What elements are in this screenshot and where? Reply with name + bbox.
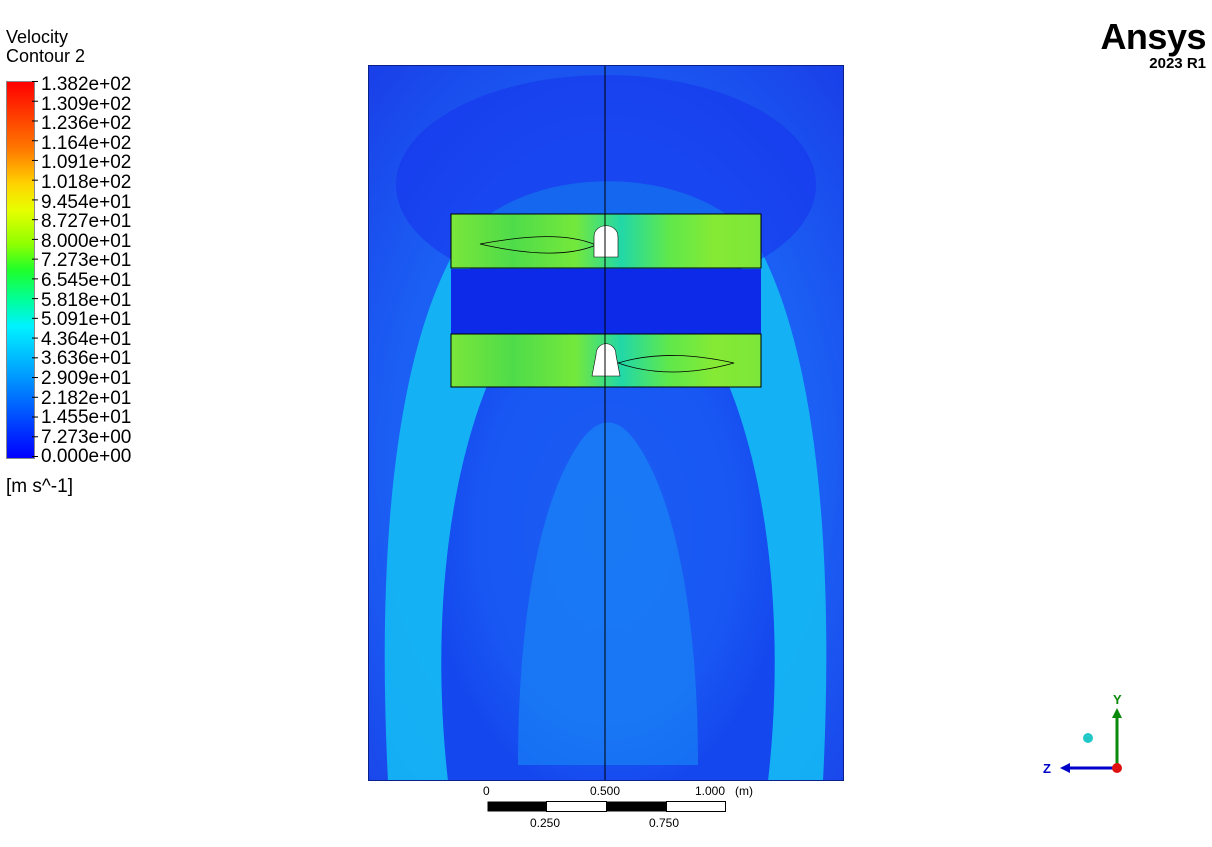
legend-level-label: 5.091e+01: [41, 309, 132, 331]
velocity-contour-plot[interactable]: [368, 65, 844, 781]
legend-level-label: 3.636e+01: [41, 348, 132, 370]
legend-level-label: 7.273e+00: [41, 426, 132, 448]
between-bands-zone: [451, 269, 761, 335]
legend-title-quantity: Velocity: [6, 27, 69, 47]
legend-level-label: 6.545e+01: [41, 269, 132, 291]
scale-label-0500: 0.500: [590, 784, 621, 798]
legend-level-label: 8.000e+01: [41, 230, 132, 252]
legend-level-label: 4.364e+01: [41, 328, 132, 350]
legend-level-label: 2.909e+01: [41, 367, 132, 389]
legend-title: Velocity Contour 2: [6, 28, 85, 66]
legend-level-label: 1.164e+02: [41, 132, 132, 154]
y-axis-label: Y: [1113, 692, 1122, 707]
lower-blade-profile: [616, 355, 735, 373]
color-bar: [6, 81, 35, 459]
legend-level-label: 0.000e+00: [41, 446, 132, 468]
axis-triad[interactable]: Y Z: [1036, 686, 1136, 786]
legend-level-label: 1.382e+02: [41, 74, 132, 95]
scale-label-0750: 0.750: [649, 816, 680, 830]
color-bar-ticks: [32, 81, 38, 457]
legend-level-label: 7.273e+01: [41, 250, 132, 272]
inner-cyan-core: [518, 422, 698, 765]
brand-version: 2023 R1: [1149, 55, 1206, 72]
legend-level-label: 8.727e+01: [41, 211, 132, 233]
legend-level-label: 9.454e+01: [41, 191, 132, 213]
lower-hub: [591, 343, 621, 377]
legend-unit: [m s^-1]: [6, 476, 73, 497]
iso-view-sphere[interactable]: [1083, 733, 1093, 743]
scale-unit: (m): [735, 784, 753, 798]
z-axis-label: Z: [1043, 761, 1051, 776]
scale-label-1000: 1.000: [695, 784, 726, 798]
legend-level-label: 1.455e+01: [41, 407, 132, 429]
upper-hub: [593, 225, 619, 258]
legend-labels: 1.382e+02 1.309e+02 1.236e+02 1.164e+02 1.09…: [41, 75, 131, 467]
legend-level-label: 2.182e+01: [41, 387, 132, 409]
scale-label-0250: 0.250: [530, 816, 561, 830]
x-axis-point: [1112, 763, 1122, 773]
legend-level-label: 1.091e+02: [41, 152, 132, 174]
ansys-logo: Ansys 2023 R1: [1100, 18, 1206, 72]
scale-bar-graphic: [487, 801, 726, 812]
legend-level-label: 5.818e+01: [41, 289, 132, 311]
scale-label-0: 0: [483, 784, 490, 798]
legend-level-label: 1.309e+02: [41, 93, 132, 115]
legend-title-contour: Contour 2: [6, 46, 86, 66]
domain-border: [368, 65, 844, 781]
brand-name: Ansys: [1100, 16, 1206, 57]
y-axis-arrowhead: [1112, 708, 1122, 718]
legend-level-label: 1.018e+02: [41, 171, 132, 193]
legend-level-label: 1.236e+02: [41, 113, 132, 135]
scale-bar: 0 0.500 1.000 (m) 0.250 0.750: [470, 784, 770, 834]
z-axis-arrowhead: [1060, 763, 1070, 773]
